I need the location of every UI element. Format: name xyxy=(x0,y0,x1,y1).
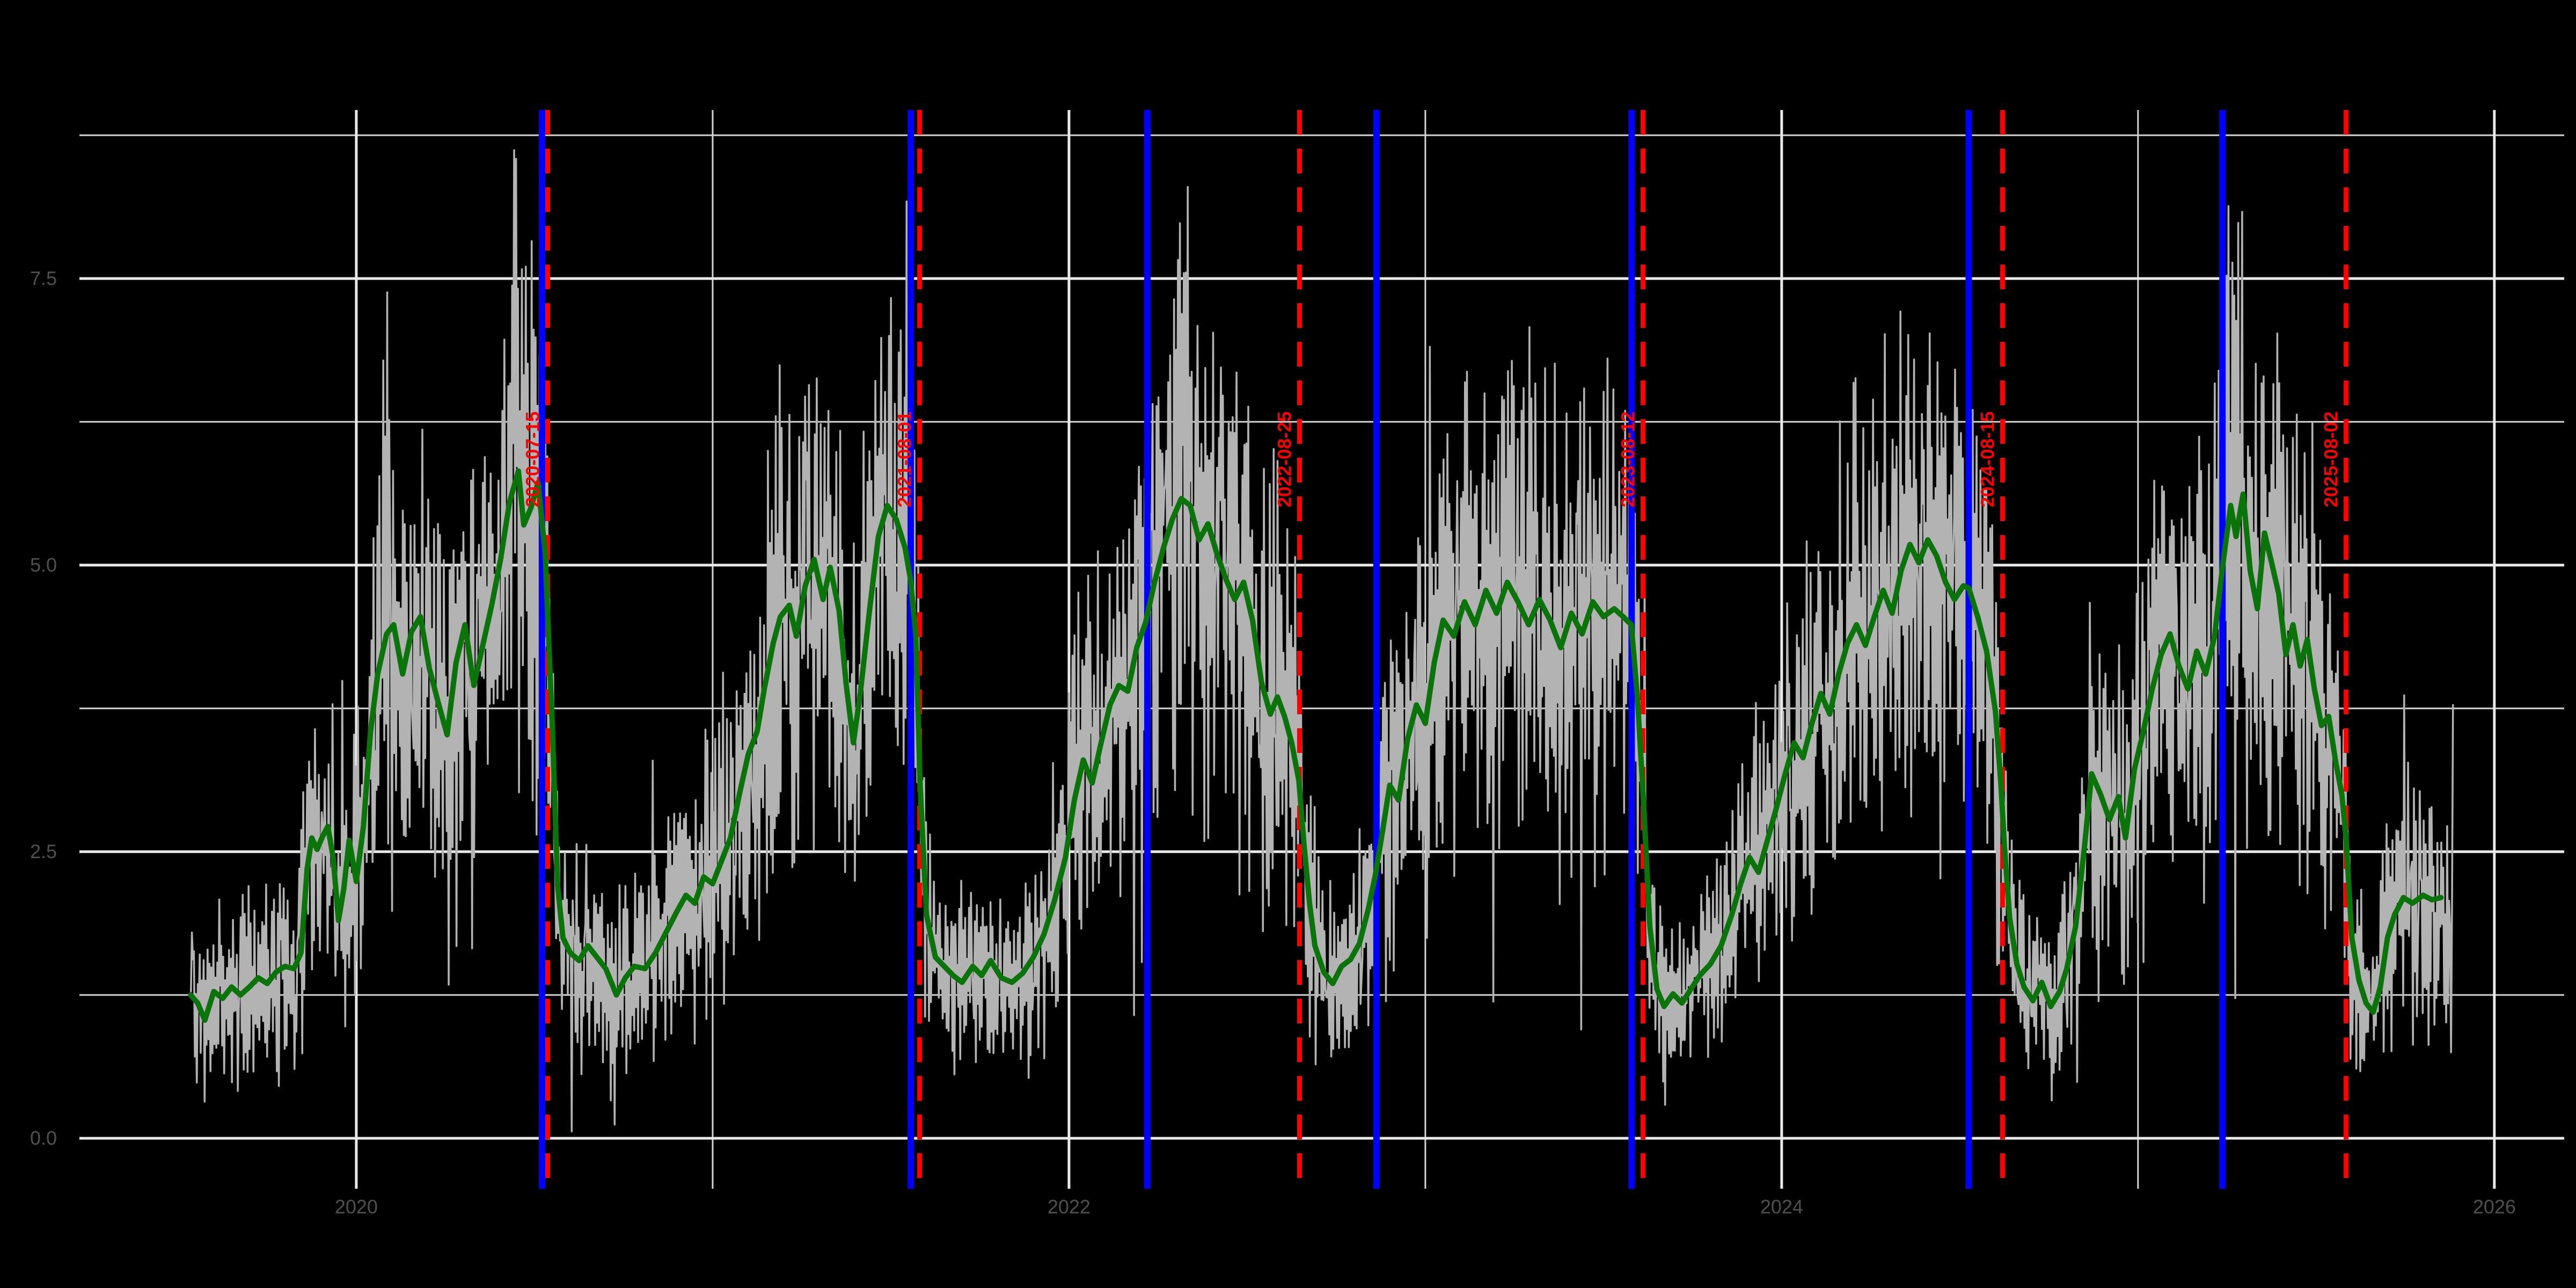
gridlines-minor xyxy=(79,110,2564,1189)
event-date-label: 2021-08-01 xyxy=(895,411,916,507)
y-tick-label: 0.0 xyxy=(30,1127,57,1149)
smoothed-series xyxy=(188,468,2444,1023)
daily-series-line xyxy=(190,149,2454,1132)
smoothed-series-line xyxy=(188,468,2444,1023)
x-tick-label: 2022 xyxy=(1048,1196,1091,1218)
event-date-labels: 2020-07-15 2021-08-01 2022-08-25 2023-08-12… xyxy=(523,411,2342,507)
x-tick-label: 2024 xyxy=(1760,1196,1803,1218)
y-tick-label: 5.0 xyxy=(30,554,57,576)
gridlines-major xyxy=(79,110,2564,1189)
x-tick-label: 2020 xyxy=(335,1196,378,1218)
event-date-label: 2020-07-15 xyxy=(523,411,544,507)
y-tick-label: 7.5 xyxy=(30,267,57,289)
red-event-lines xyxy=(545,110,2349,1189)
y-tick-label: 2.5 xyxy=(30,840,57,862)
x-tick-label: 2026 xyxy=(2473,1196,2516,1218)
daily-series xyxy=(190,149,2454,1132)
event-date-label: 2025-08-02 xyxy=(2321,411,2342,507)
event-date-label: 2022-08-25 xyxy=(1275,411,1296,507)
blue-event-lines xyxy=(538,110,2226,1189)
x-axis-tick-labels: 2020 2022 2024 2026 xyxy=(335,1196,2516,1218)
event-date-label: 2023-08-12 xyxy=(1618,411,1639,507)
event-date-label: 2024-08-15 xyxy=(1978,411,1999,507)
y-axis-tick-labels: 0.0 2.5 5.0 7.5 xyxy=(30,267,57,1149)
